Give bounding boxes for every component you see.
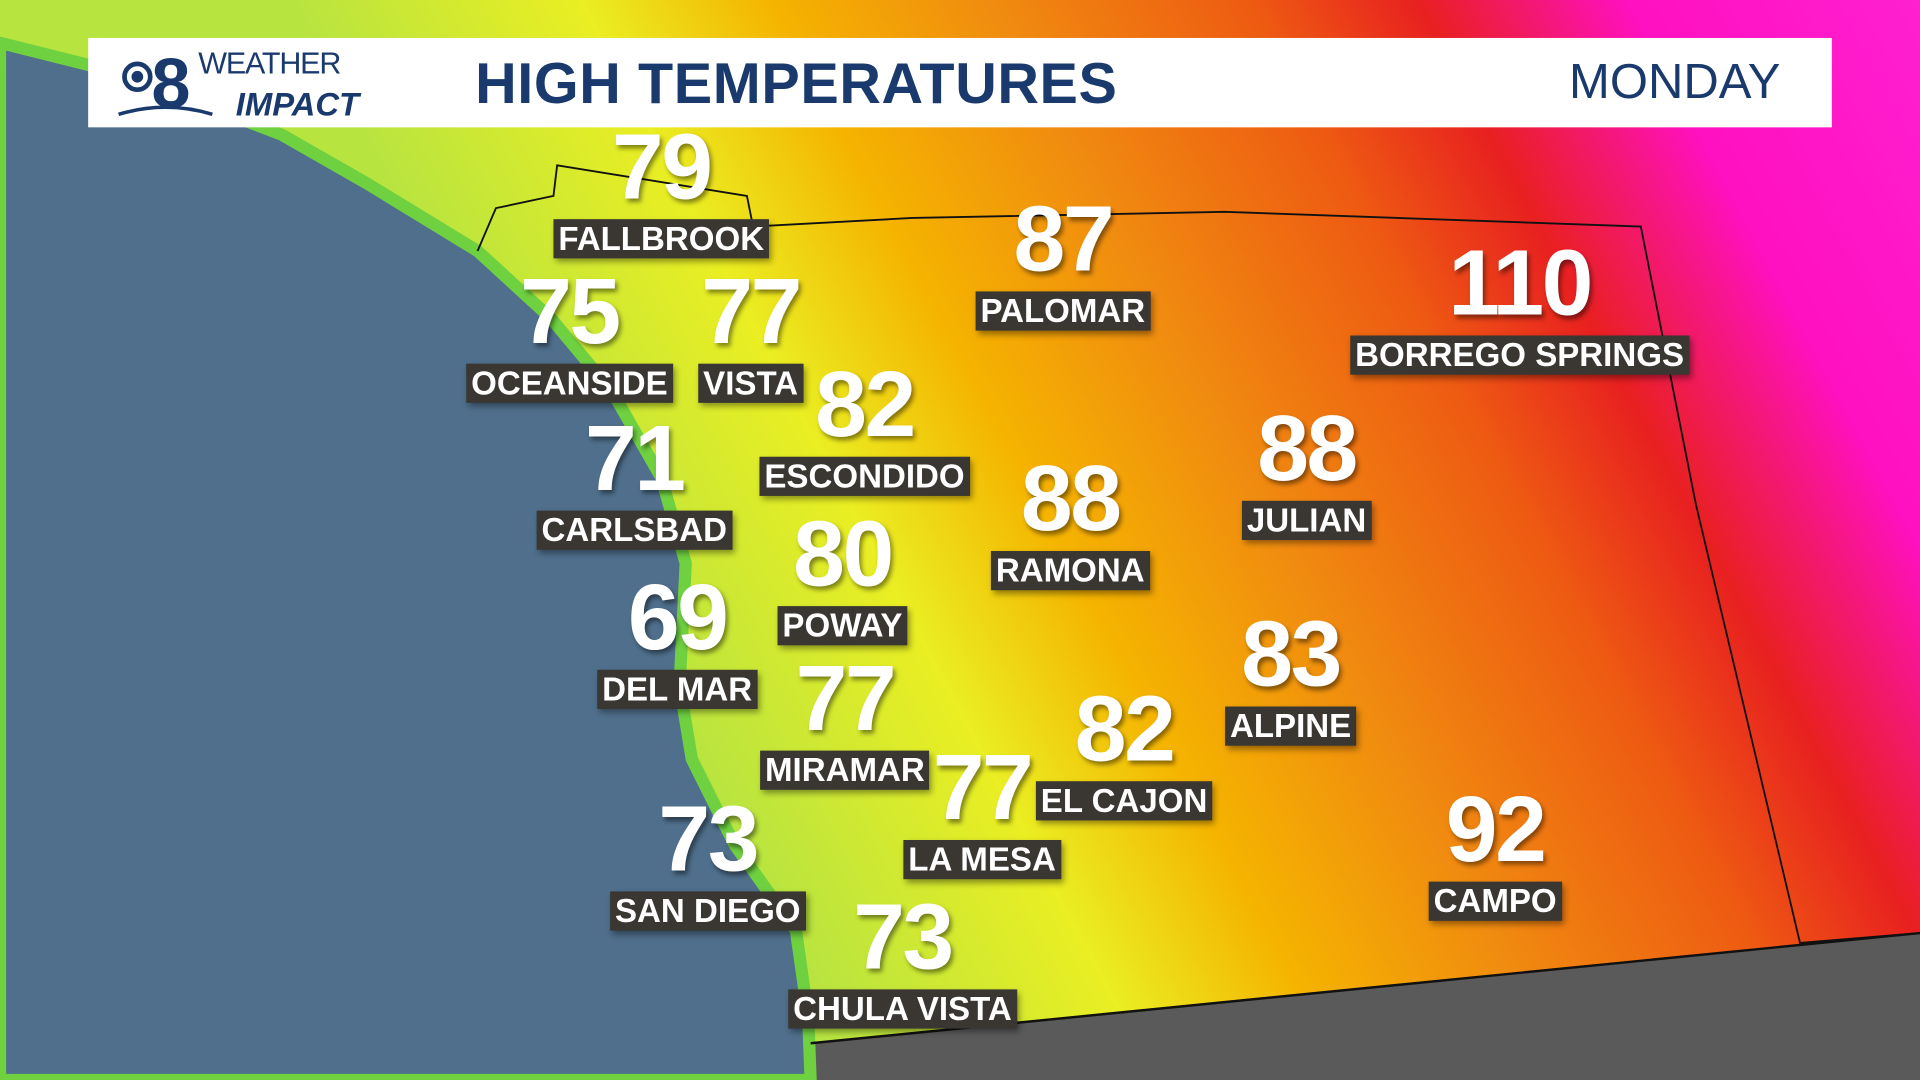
city-label: JULIAN xyxy=(1241,500,1372,541)
city-marker: 80 POWAY xyxy=(777,502,908,646)
temperature-value: 71 xyxy=(584,406,686,511)
city-marker: 110 BORREGO SPRINGS xyxy=(1350,231,1689,375)
county-border xyxy=(476,164,1920,944)
temperature-value: 83 xyxy=(1241,602,1342,707)
city-label: OCEANSIDE xyxy=(466,363,673,403)
city-label: LA MESA xyxy=(903,840,1061,880)
city-label: VISTA xyxy=(698,363,803,403)
city-marker: 73 SAN DIEGO xyxy=(610,787,806,931)
city-marker: 83 ALPINE xyxy=(1225,602,1357,746)
temperature-value: 88 xyxy=(1020,446,1122,552)
city-marker: 82 EL CAJON xyxy=(1035,677,1213,821)
ocean xyxy=(0,36,817,1080)
mexico-region xyxy=(810,933,1920,1080)
svg-text:8: 8 xyxy=(151,43,190,122)
temperature-value: 80 xyxy=(793,502,894,607)
svg-text:IMPACT: IMPACT xyxy=(236,85,362,122)
page-title: HIGH TEMPERATURES xyxy=(475,50,1118,116)
city-label: CAMPO xyxy=(1428,881,1562,921)
city-marker: 87 PALOMAR xyxy=(975,187,1151,331)
city-label: ALPINE xyxy=(1225,706,1357,746)
city-marker: 88 RAMONA xyxy=(990,446,1150,591)
city-label: MIRAMAR xyxy=(760,750,930,790)
temperature-value: 73 xyxy=(853,885,954,990)
temperature-value: 87 xyxy=(1013,187,1115,292)
city-label: PALOMAR xyxy=(975,291,1151,331)
city-marker: 73 CHULA VISTA xyxy=(788,885,1017,1029)
temperature-value: 73 xyxy=(658,787,759,892)
city-label: CARLSBAD xyxy=(536,510,732,550)
city-marker: 69 DEL MAR xyxy=(597,565,758,709)
city-marker: 77 LA MESA xyxy=(903,735,1061,880)
temperature-value: 82 xyxy=(1074,677,1176,782)
city-label: SAN DIEGO xyxy=(610,891,806,931)
temperature-value: 69 xyxy=(627,565,729,670)
city-marker: 77 VISTA xyxy=(698,260,803,403)
svg-text:WEATHER: WEATHER xyxy=(198,46,340,80)
temperature-value: 75 xyxy=(520,259,621,364)
city-marker: 88 JULIAN xyxy=(1241,396,1372,541)
cbs8-weather-impact-logo: 8 WEATHER IMPACT xyxy=(118,43,362,122)
city-label: RAMONA xyxy=(990,551,1150,591)
forecast-day: MONDAY xyxy=(1569,55,1781,109)
temperature-value: 110 xyxy=(1448,231,1593,336)
city-label: DEL MAR xyxy=(597,669,758,709)
header-bar: 8 WEATHER IMPACT HIGH TEMPERATURES MONDA… xyxy=(88,37,1832,128)
temperature-value: 77 xyxy=(701,259,802,364)
temperature-value: 88 xyxy=(1257,396,1358,501)
city-marker: 71 CARLSBAD xyxy=(536,406,732,550)
temperature-value: 79 xyxy=(611,115,713,220)
city-label: EL CAJON xyxy=(1035,781,1213,821)
city-label: CHULA VISTA xyxy=(788,989,1017,1029)
temperature-value: 77 xyxy=(932,735,1034,841)
city-label: ESCONDIDO xyxy=(759,456,970,496)
temperature-value: 92 xyxy=(1445,777,1547,882)
city-marker: 79 FALLBROOK xyxy=(553,115,769,259)
city-label: POWAY xyxy=(777,606,908,646)
city-marker: 82 ESCONDIDO xyxy=(759,352,970,496)
city-marker: 92 CAMPO xyxy=(1428,777,1562,921)
temperature-value: 82 xyxy=(815,352,916,457)
city-label: BORREGO SPRINGS xyxy=(1350,335,1689,375)
city-label: FALLBROOK xyxy=(553,219,769,259)
city-marker: 75 OCEANSIDE xyxy=(466,259,673,403)
city-marker: 77 MIRAMAR xyxy=(760,647,930,790)
temperature-value: 77 xyxy=(795,646,897,751)
